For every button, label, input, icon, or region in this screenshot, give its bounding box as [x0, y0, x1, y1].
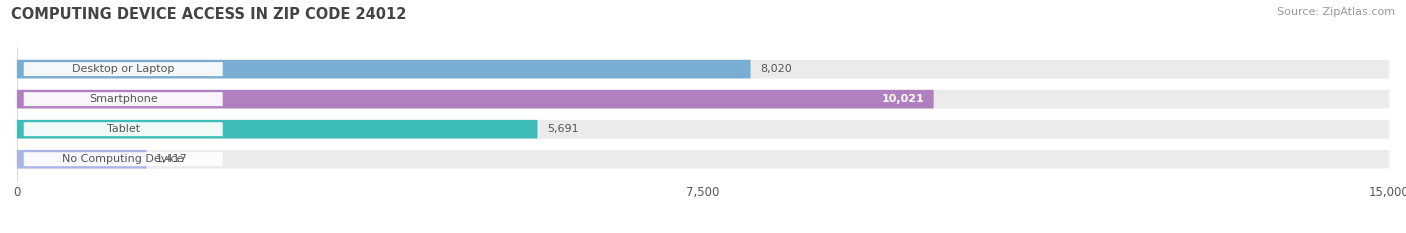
- Text: No Computing Device: No Computing Device: [62, 154, 184, 164]
- Text: 5,691: 5,691: [547, 124, 579, 134]
- Text: Desktop or Laptop: Desktop or Laptop: [72, 64, 174, 74]
- Text: 10,021: 10,021: [882, 94, 924, 104]
- Text: Tablet: Tablet: [107, 124, 139, 134]
- FancyBboxPatch shape: [24, 122, 222, 136]
- FancyBboxPatch shape: [24, 62, 222, 76]
- FancyBboxPatch shape: [17, 120, 537, 138]
- FancyBboxPatch shape: [17, 120, 1389, 138]
- FancyBboxPatch shape: [17, 150, 146, 168]
- Text: Smartphone: Smartphone: [89, 94, 157, 104]
- FancyBboxPatch shape: [17, 60, 1389, 79]
- FancyBboxPatch shape: [17, 90, 1389, 109]
- Text: 8,020: 8,020: [761, 64, 792, 74]
- Text: Source: ZipAtlas.com: Source: ZipAtlas.com: [1277, 7, 1395, 17]
- FancyBboxPatch shape: [24, 92, 222, 106]
- FancyBboxPatch shape: [17, 60, 751, 79]
- Text: COMPUTING DEVICE ACCESS IN ZIP CODE 24012: COMPUTING DEVICE ACCESS IN ZIP CODE 2401…: [11, 7, 406, 22]
- FancyBboxPatch shape: [17, 150, 1389, 168]
- Text: 1,417: 1,417: [156, 154, 188, 164]
- FancyBboxPatch shape: [24, 152, 222, 166]
- FancyBboxPatch shape: [17, 90, 934, 109]
